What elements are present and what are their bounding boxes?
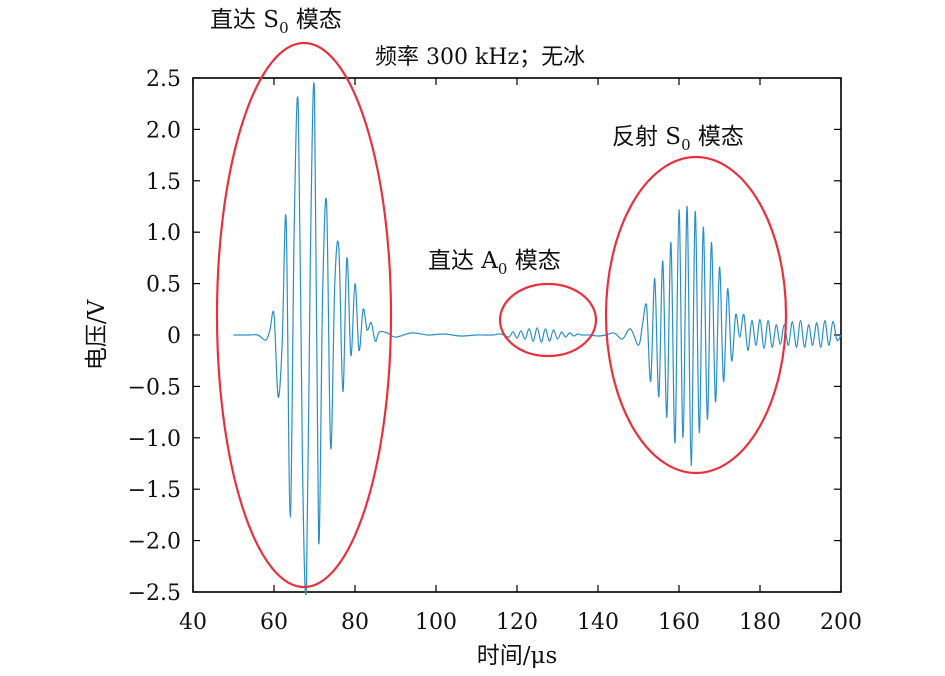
x-tick-label: 200: [820, 610, 862, 635]
annotation-ellipse-direct-a0: [498, 282, 598, 358]
annotation-direct-a0-prefix: 直达 A: [428, 248, 498, 274]
tick-labels: 40 60 80 100 120 140 160 180 200 2.5 2.0 1.5 1.0 0.5 0…: [128, 67, 862, 635]
annotation-direct-a0: 直达 A0 模态: [428, 248, 561, 278]
y-tick-label: 0.5: [146, 273, 181, 298]
y-tick-label: −0.5: [128, 375, 181, 400]
annotation-direct-s0-prefix: 直达 S: [210, 7, 279, 33]
annotation-reflected-s0-suffix: 模态: [691, 124, 744, 150]
annotation-ellipse-direct-s0: [215, 41, 393, 589]
annotation-reflected-s0-prefix: 反射 S: [612, 124, 681, 150]
signal-line: [233, 82, 842, 596]
x-tick-label: 100: [415, 610, 457, 635]
annotation-direct-a0-suffix: 模态: [507, 248, 560, 274]
annotation-ellipse-reflected-s0: [604, 155, 788, 475]
x-tick-label: 60: [260, 610, 288, 635]
x-tick-label: 40: [179, 610, 207, 635]
y-tick-label: 1.0: [146, 221, 181, 246]
annotation-direct-s0-suffix: 模态: [289, 7, 342, 33]
y-tick-label: −1.0: [128, 427, 181, 452]
y-tick-label: 1.5: [146, 170, 181, 195]
y-tick-label: −2.0: [128, 530, 181, 555]
x-tick-label: 120: [496, 610, 538, 635]
annotation-reflected-s0: 反射 S0 模态: [612, 124, 744, 154]
annotation-reflected-s0-sub: 0: [681, 136, 691, 154]
x-tick-label: 140: [577, 610, 619, 635]
ticks: [192, 77, 842, 593]
y-tick-label: −1.5: [128, 478, 181, 503]
annotation-direct-s0-sub: 0: [279, 19, 289, 37]
chart-title: 频率 300 kHz；无冰: [375, 45, 585, 70]
x-axis-label: 时间/μs: [477, 643, 558, 669]
annotation-direct-a0-sub: 0: [498, 260, 508, 278]
y-axis-label: 电压/V: [84, 299, 110, 370]
y-tick-label: −2.5: [128, 581, 181, 606]
x-tick-label: 160: [658, 610, 700, 635]
y-tick-label: 2.0: [146, 118, 181, 143]
y-tick-label: 2.5: [146, 67, 181, 92]
annotation-direct-s0: 直达 S0 模态: [210, 7, 342, 37]
x-tick-label: 80: [341, 610, 369, 635]
x-tick-label: 180: [739, 610, 781, 635]
y-tick-label: 0: [167, 324, 181, 349]
